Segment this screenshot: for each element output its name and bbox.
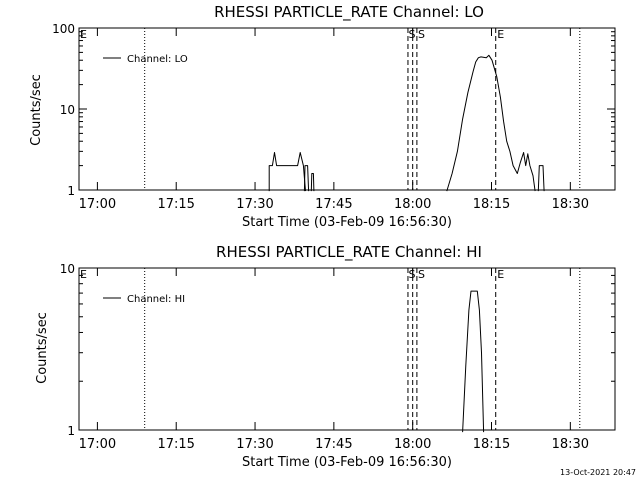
timestamp: 13-Oct-2021 20:47: [560, 468, 636, 477]
y-tick-label: 10: [60, 262, 75, 276]
hi-channel-panel: RHESSI PARTICLE_RATE Channel: HI Start T…: [35, 243, 616, 470]
x-tick-label: 17:15: [157, 437, 194, 452]
x-tick-label: 18:30: [552, 437, 589, 452]
event-marker-label: E: [497, 28, 504, 41]
y-tick-label: 10: [60, 103, 75, 117]
x-tick-label: 17:30: [236, 197, 273, 212]
x-tick-label: 17:45: [315, 437, 352, 452]
x-axis-label: Start Time (03-Feb-09 16:56:30): [242, 455, 452, 470]
x-tick-label: 18:15: [473, 437, 510, 452]
x-tick-label: 18:00: [394, 197, 431, 212]
event-marker-label: E: [497, 268, 504, 281]
legend-label: Channel: LO: [127, 54, 188, 65]
chart-title: RHESSI PARTICLE_RATE Channel: HI: [216, 243, 482, 262]
y-axis-label: Counts/sec: [35, 312, 50, 384]
data-series-line: [310, 173, 315, 192]
data-series-line: [303, 165, 310, 192]
data-series-line: [268, 152, 306, 192]
event-marker-label: S: [408, 268, 415, 281]
event-marker-label: S: [418, 268, 425, 281]
data-series-line: [462, 290, 485, 433]
event-marker-label: E: [80, 28, 87, 41]
event-marker-label: S: [418, 28, 425, 41]
y-axis-label: Counts/sec: [29, 74, 44, 146]
lo-channel-panel: RHESSI PARTICLE_RATE Channel: LO Start T…: [29, 3, 616, 230]
x-tick-label: 18:15: [473, 197, 510, 212]
x-tick-label: 17:15: [157, 197, 194, 212]
plot-frame: [78, 267, 616, 431]
x-tick-label: 18:00: [394, 437, 431, 452]
x-axis-label: Start Time (03-Feb-09 16:56:30): [242, 215, 452, 230]
data-series-line: [446, 54, 536, 192]
chart-title: RHESSI PARTICLE_RATE Channel: LO: [214, 3, 484, 22]
y-tick-label: 100: [52, 22, 75, 36]
legend-label: Channel: HI: [127, 294, 185, 305]
x-tick-label: 17:45: [315, 197, 352, 212]
x-tick-label: 17:00: [79, 437, 116, 452]
event-marker-label: S: [408, 28, 415, 41]
data-series-line: [537, 165, 545, 192]
y-tick-label: 1: [67, 184, 75, 198]
x-tick-label: 17:00: [79, 197, 116, 212]
y-tick-label: 1: [67, 424, 75, 438]
event-marker-label: E: [80, 268, 87, 281]
x-tick-label: 18:30: [552, 197, 589, 212]
x-tick-label: 17:30: [236, 437, 273, 452]
